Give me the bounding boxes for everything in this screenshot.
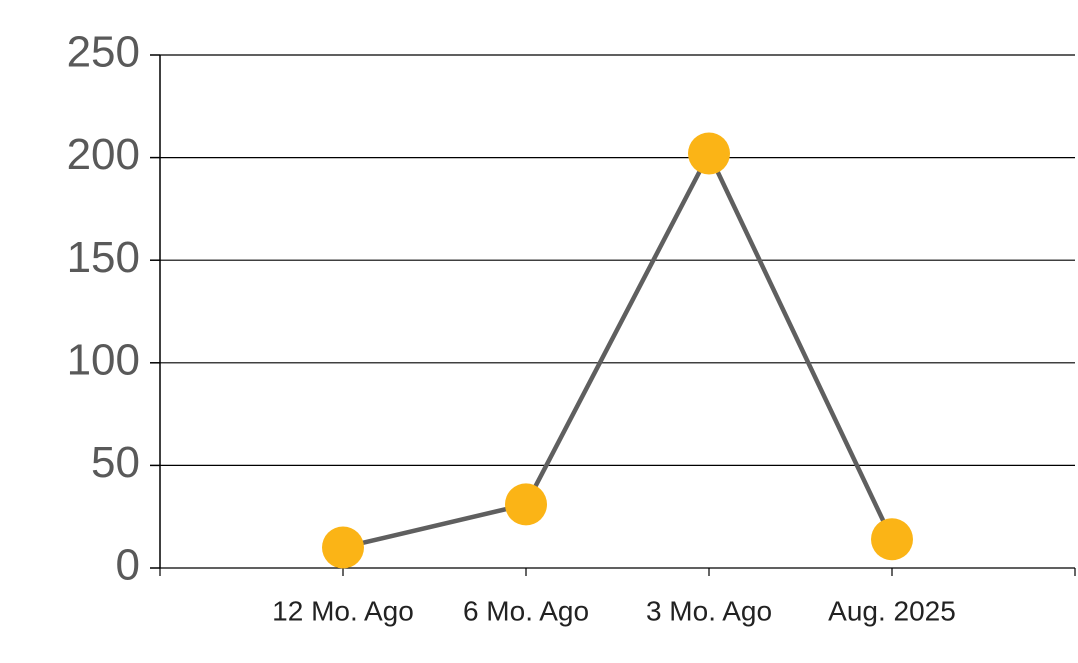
x-tick-label: 3 Mo. Ago xyxy=(646,595,772,626)
y-tick-label: 150 xyxy=(67,233,140,282)
line xyxy=(342,148,895,550)
y-tick-label: 200 xyxy=(67,130,140,179)
x-tick-label: Aug. 2025 xyxy=(828,595,956,626)
y-tick-label: 0 xyxy=(116,541,140,590)
marker xyxy=(322,526,364,569)
y-tick-label: 100 xyxy=(67,335,140,384)
marker xyxy=(688,132,730,175)
y-tick-label: 250 xyxy=(67,28,140,77)
x-tick-label: 6 Mo. Ago xyxy=(463,595,589,626)
marker xyxy=(505,483,547,526)
marker xyxy=(871,518,913,561)
x-tick-label: 12 Mo. Ago xyxy=(272,595,414,626)
y-tick-label: 50 xyxy=(91,438,140,487)
